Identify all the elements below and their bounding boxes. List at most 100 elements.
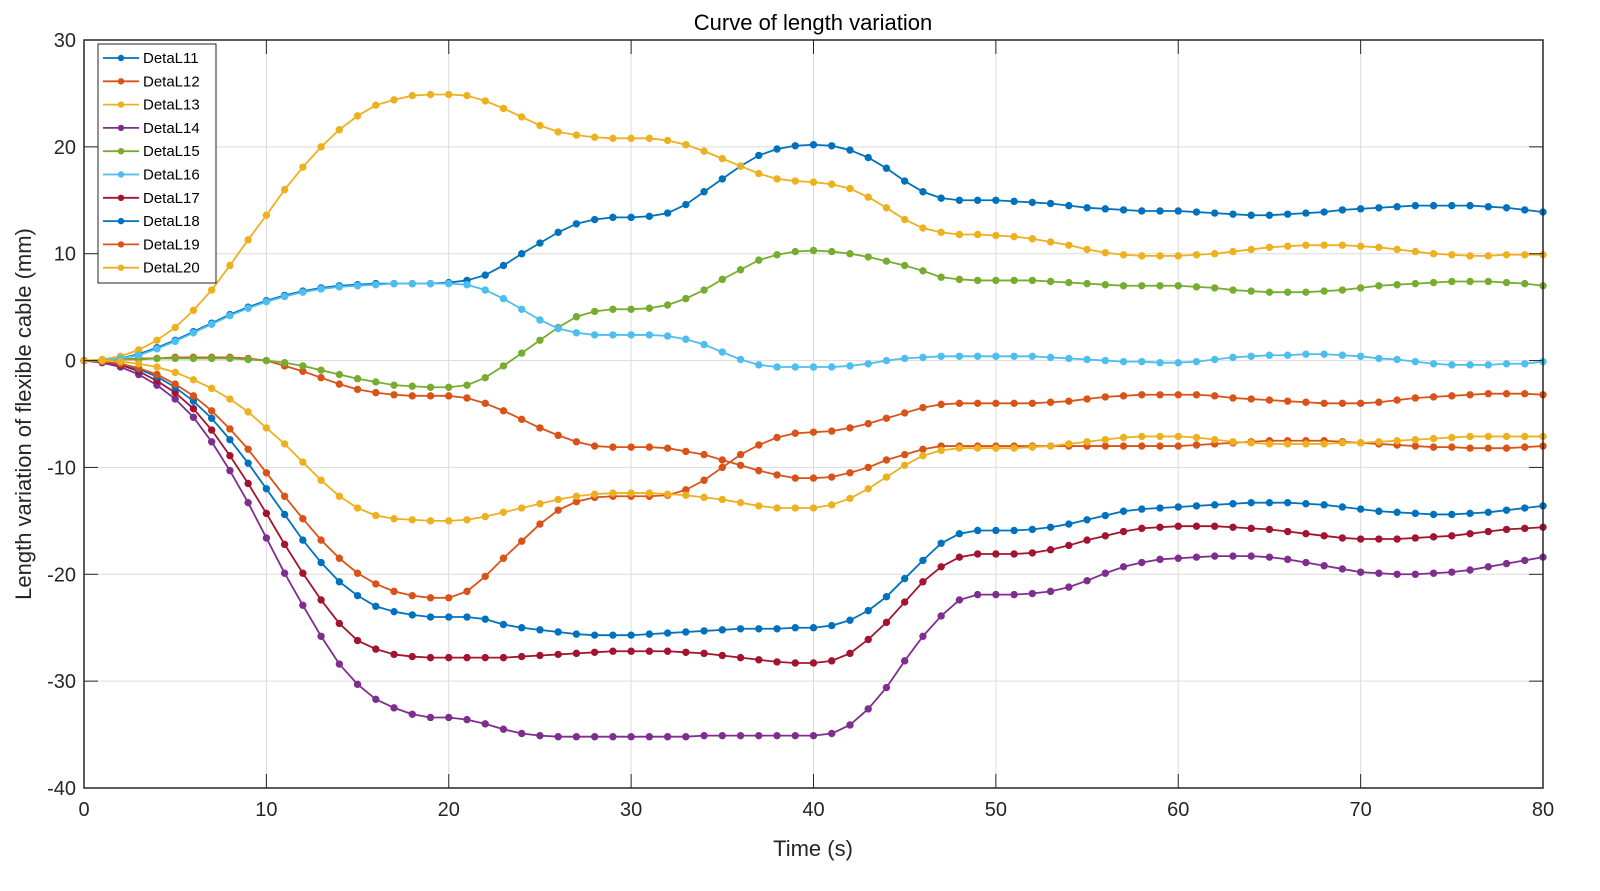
- series-DetaL13: [80, 90, 1547, 365]
- data-point: [207, 354, 216, 363]
- data-point: [1083, 204, 1091, 212]
- data-point: [1338, 399, 1347, 408]
- data-point: [372, 388, 380, 397]
- data-point: [1283, 555, 1292, 564]
- data-point: [609, 631, 617, 639]
- data-point: [1448, 433, 1456, 442]
- data-point: [791, 474, 799, 482]
- data-point: [207, 426, 216, 434]
- data-point: [1283, 397, 1292, 405]
- data-point: [1302, 288, 1310, 296]
- data-point: [280, 185, 289, 194]
- data-point: [1101, 356, 1110, 365]
- data-point: [809, 428, 818, 436]
- data-point: [937, 194, 945, 202]
- data-point: [900, 574, 909, 583]
- data-point: [299, 458, 307, 466]
- data-point: [992, 399, 1000, 408]
- data-point: [299, 163, 307, 171]
- data-point: [1375, 507, 1383, 515]
- data-point: [1028, 352, 1037, 360]
- data-point: [1521, 556, 1529, 565]
- data-point: [481, 97, 489, 105]
- data-point: [882, 618, 891, 627]
- data-point: [481, 720, 489, 728]
- legend-label: DetaL16: [143, 167, 200, 184]
- data-point: [408, 516, 416, 524]
- data-point: [1119, 507, 1128, 515]
- data-point: [755, 656, 763, 664]
- data-point: [992, 231, 1000, 240]
- data-point: [1375, 569, 1383, 577]
- data-point: [1156, 282, 1164, 290]
- data-point: [207, 320, 216, 328]
- data-point: [718, 731, 727, 740]
- legend-marker: [117, 124, 125, 132]
- data-point: [1429, 278, 1438, 287]
- data-point: [1265, 288, 1274, 296]
- data-point: [153, 354, 161, 363]
- data-point: [1192, 553, 1201, 561]
- legend-label: DetaL11: [143, 50, 199, 67]
- data-point: [1466, 432, 1474, 441]
- y-axis-ticks: -40 -30 -20 -10 0 10 20 30: [47, 30, 1543, 800]
- data-point: [1119, 527, 1128, 536]
- data-point: [1265, 498, 1274, 507]
- data-point: [791, 247, 799, 256]
- data-point: [1192, 391, 1201, 399]
- data-point: [937, 612, 945, 620]
- data-point: [937, 400, 945, 409]
- data-point: [882, 257, 891, 265]
- data-point: [1083, 536, 1091, 544]
- data-point: [572, 438, 581, 446]
- data-point: [463, 381, 471, 389]
- data-point: [1211, 355, 1219, 364]
- data-point: [864, 635, 872, 644]
- data-point: [1484, 389, 1492, 398]
- data-point: [481, 572, 489, 581]
- data-point: [1356, 399, 1365, 408]
- legend-marker: [117, 241, 125, 248]
- data-point: [900, 461, 909, 469]
- data-point: [864, 606, 872, 615]
- data-point: [390, 587, 398, 596]
- y-tick-label: -20: [47, 564, 76, 586]
- data-point: [1484, 202, 1492, 211]
- data-point: [736, 162, 745, 170]
- data-point: [536, 731, 544, 740]
- data-point: [791, 429, 799, 437]
- data-point: [973, 276, 982, 285]
- data-point: [955, 230, 964, 239]
- data-point: [518, 624, 526, 632]
- data-point: [463, 281, 471, 289]
- data-point: [663, 733, 672, 741]
- data-point: [627, 733, 635, 741]
- data-point: [1174, 391, 1182, 399]
- data-point: [1393, 281, 1401, 289]
- data-point: [1320, 562, 1328, 570]
- data-point: [1174, 207, 1182, 215]
- data-point: [1010, 590, 1018, 599]
- data-point: [189, 306, 198, 315]
- data-point: [773, 145, 781, 153]
- data-point: [1521, 360, 1529, 368]
- data-point: [590, 490, 599, 498]
- data-point: [1356, 568, 1365, 576]
- data-point: [809, 363, 818, 371]
- data-point: [609, 443, 617, 451]
- data-point: [1265, 396, 1274, 404]
- data-point: [846, 616, 854, 624]
- data-point: [1083, 355, 1091, 364]
- data-point: [1502, 204, 1511, 212]
- data-point: [1138, 207, 1146, 215]
- data-point: [828, 473, 836, 481]
- data-point: [900, 354, 909, 363]
- data-point: [1083, 516, 1091, 524]
- data-point: [1448, 532, 1456, 540]
- data-point: [1521, 279, 1529, 288]
- data-point: [736, 355, 745, 364]
- data-point: [353, 636, 362, 645]
- data-point: [1484, 563, 1492, 571]
- data-point: [1283, 527, 1292, 536]
- data-point: [390, 381, 398, 389]
